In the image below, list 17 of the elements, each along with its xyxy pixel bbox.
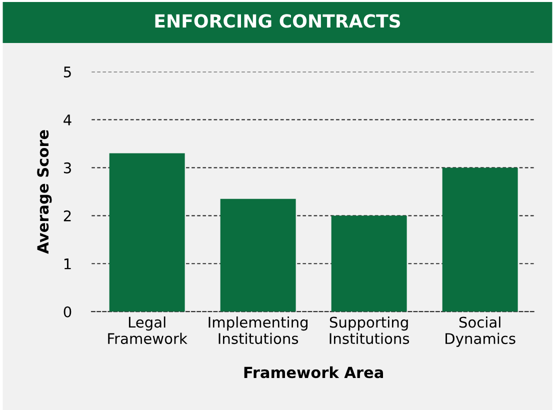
bar — [220, 198, 296, 312]
bar — [109, 153, 185, 312]
chart-title: ENFORCING CONTRACTS — [155, 14, 400, 28]
y-tick-label: 3 — [64, 162, 71, 174]
y-tick-label: 2 — [64, 210, 71, 222]
y-tick-label: 5 — [64, 66, 71, 78]
x-tick-label: Implementing Institutions — [208, 316, 308, 344]
y-tick-label: 1 — [64, 258, 71, 270]
x-tick-label: Social Dynamics — [446, 316, 516, 347]
bar — [442, 168, 518, 312]
x-axis-title: Framework Area — [244, 366, 383, 378]
y-axis-title: Average Score — [37, 130, 52, 254]
x-tick-label: Legal Framework — [108, 316, 188, 344]
y-tick-label: 4 — [64, 114, 72, 126]
y-tick-label: 0 — [64, 306, 72, 318]
bar — [331, 216, 407, 312]
x-tick-label: Supporting Institutions — [330, 316, 410, 344]
